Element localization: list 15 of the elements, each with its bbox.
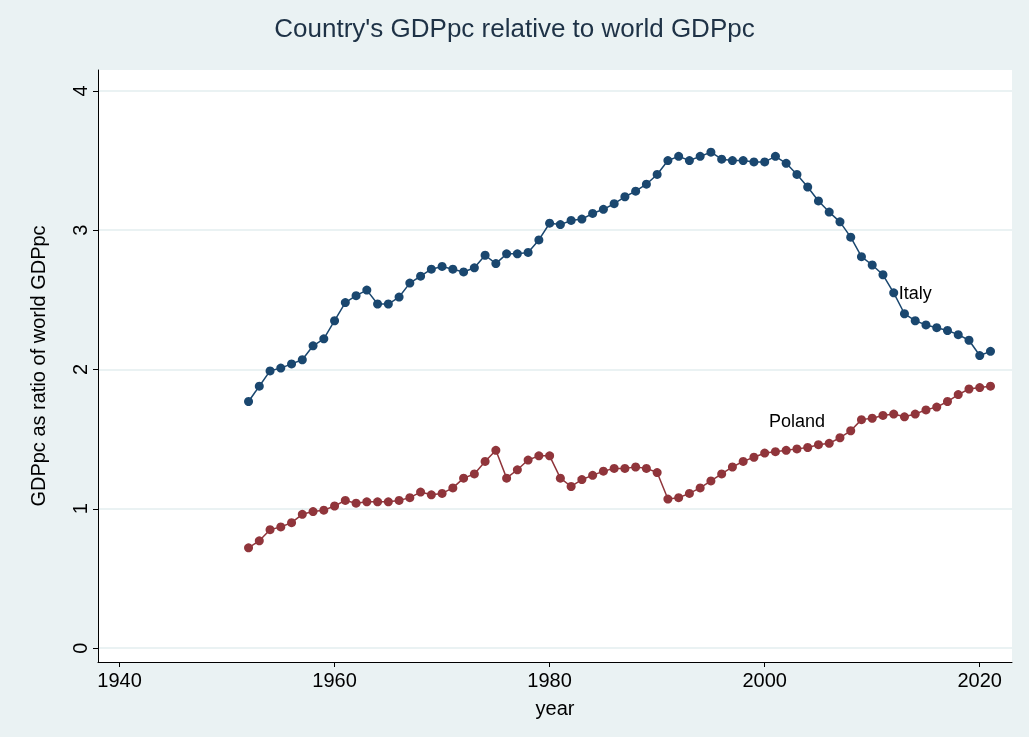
x-tick-label: 1980 — [527, 669, 572, 691]
series-label: Poland — [768, 411, 825, 432]
series-label: Italy — [898, 283, 932, 304]
x-tick-label: 2020 — [957, 669, 1002, 691]
y-axis-title: GDPpc as ratio of world GDPpc — [27, 225, 49, 507]
y-tick-label: 2 — [69, 363, 91, 376]
x-tick-label: 1940 — [97, 669, 142, 691]
y-tick-label: 4 — [69, 85, 91, 97]
y-tick-label: 0 — [69, 642, 91, 654]
x-tick-label: 2000 — [742, 669, 787, 691]
x-axis-title: year — [535, 697, 575, 719]
y-tick-label: 1 — [69, 503, 91, 515]
chart-title: Country's GDPpc relative to world GDPpc — [274, 13, 755, 43]
x-tick-label: 1960 — [312, 669, 357, 691]
y-tick-label: 3 — [69, 224, 91, 236]
